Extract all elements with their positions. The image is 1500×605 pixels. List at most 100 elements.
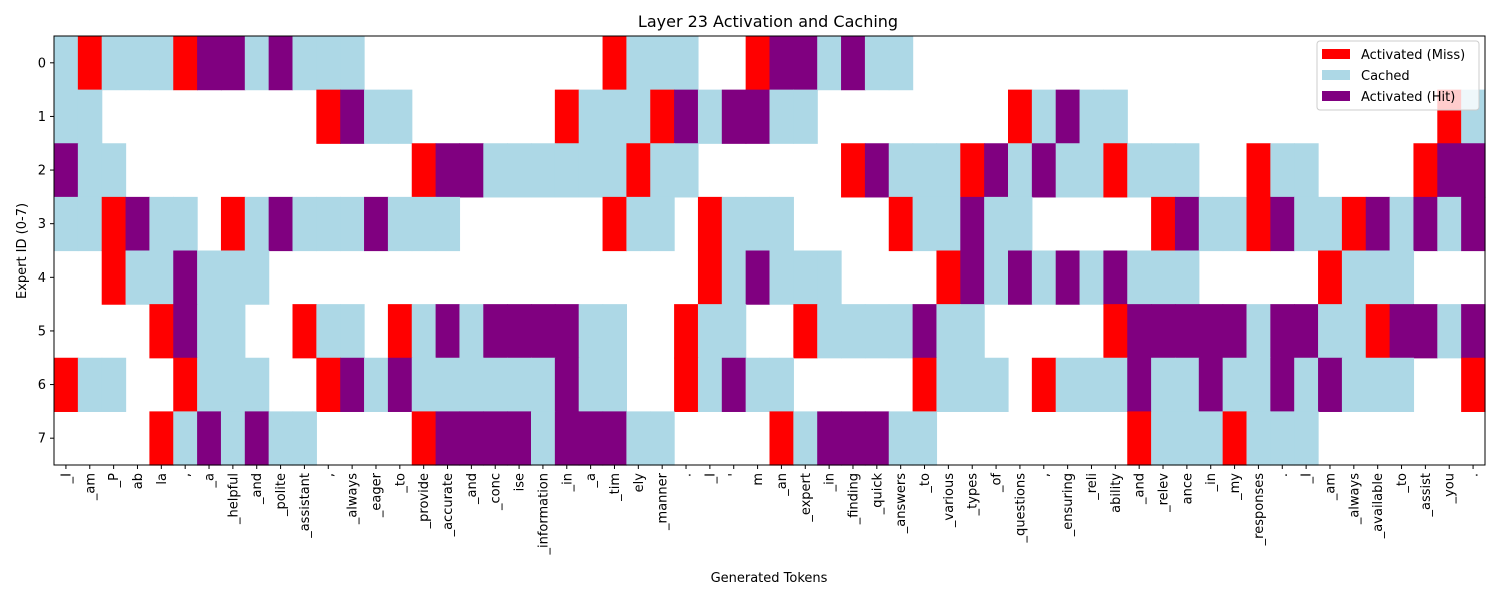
x-tick-label: _questions xyxy=(1013,473,1028,544)
heatmap-cell-e6-t47 xyxy=(1174,357,1200,412)
heatmap-cell-e7-t9 xyxy=(268,411,294,466)
heatmap-cell-e3-t10 xyxy=(292,196,317,252)
legend-label-miss: Activated (Miss) xyxy=(1361,48,1465,63)
heatmap-cell-e5-t23 xyxy=(602,304,627,359)
y-tick-label: 5 xyxy=(38,324,46,339)
heatmap-cell-e6-t50 xyxy=(1246,357,1271,412)
heatmap-cell-e6-t20 xyxy=(531,357,556,412)
x-tick-label: _to xyxy=(918,473,933,494)
heatmap-cell-e2-t43 xyxy=(1079,143,1104,198)
heatmap-cell-e3-t54 xyxy=(1341,196,1367,252)
heatmap-cell-e4-t37 xyxy=(936,250,961,305)
heatmap-cell-e6-t37 xyxy=(936,357,961,412)
heatmap-cell-e3-t53 xyxy=(1318,196,1343,252)
heatmap-cell-e5-t19 xyxy=(507,304,532,359)
heatmap-cell-e4-t56 xyxy=(1389,250,1415,305)
heatmap-cell-e7-t35 xyxy=(888,411,914,466)
heatmap-cell-e5-t38 xyxy=(960,304,985,359)
x-axis: _I _am _P ab la, _a _helpful _and _polite _assist… xyxy=(59,465,1482,556)
heatmap-cell-e6-t23 xyxy=(602,357,627,412)
heatmap-cell-e0-t10 xyxy=(292,36,317,91)
heatmap-cell-e6-t56 xyxy=(1389,357,1415,412)
heatmap-cell-e2-t2 xyxy=(101,143,127,198)
heatmap-cell-e7-t36 xyxy=(912,411,938,466)
heatmap-cell-e4-t40 xyxy=(1008,250,1033,305)
heatmap-cell-e2-t42 xyxy=(1055,143,1081,198)
heatmap-cell-e4-t45 xyxy=(1127,250,1152,305)
heatmap-cell-e3-t37 xyxy=(936,196,961,252)
heatmap-cell-e4-t6 xyxy=(197,250,222,305)
heatmap-cell-e2-t22 xyxy=(578,143,604,198)
heatmap-cell-e0-t24 xyxy=(626,36,651,91)
heatmap-cell-e1-t13 xyxy=(364,89,389,144)
heatmap-cell-e4-t47 xyxy=(1174,250,1200,305)
heatmap-cell-e6-t7 xyxy=(220,357,246,412)
heatmap-cell-e4-t43 xyxy=(1079,250,1104,305)
legend-label-hit: Activated (Hit) xyxy=(1361,90,1455,105)
heatmap-cell-e1-t40 xyxy=(1008,89,1033,144)
heatmap-cell-e2-t0 xyxy=(54,143,79,198)
heatmap-cell-e7-t10 xyxy=(292,411,317,466)
heatmap-cell-e2-t37 xyxy=(936,143,961,198)
heatmap-cell-e5-t26 xyxy=(674,304,699,359)
x-tick-label: , xyxy=(322,473,337,477)
heatmap-cell-e5-t55 xyxy=(1365,304,1391,359)
heatmap-cell-e3-t4 xyxy=(149,196,174,252)
heatmap-cell-e3-t50 xyxy=(1246,196,1271,252)
x-tick-label: _provide xyxy=(417,473,432,529)
heatmap-cell-e6-t53 xyxy=(1318,357,1343,412)
heatmap-cell-e6-t30 xyxy=(769,357,794,412)
heatmap-cell-e2-t1 xyxy=(77,143,103,198)
heatmap-cell-e4-t54 xyxy=(1341,250,1367,305)
x-tick-label: _of xyxy=(990,473,1005,493)
heatmap-cell-e5-t16 xyxy=(435,304,461,359)
y-axis: 0 1 2 3 4 5 6 7 xyxy=(38,56,54,447)
x-tick-label: _responses xyxy=(1252,473,1267,547)
heatmap-cell-e6-t12 xyxy=(340,357,365,412)
heatmap-cell-e6-t29 xyxy=(745,357,771,412)
y-tick-label: 3 xyxy=(38,217,46,232)
heatmap-cell-e1-t27 xyxy=(697,89,723,144)
heatmap-cell-e5-t12 xyxy=(340,304,365,359)
x-tick-label: ance xyxy=(1180,473,1195,504)
heatmap-cell-e3-t24 xyxy=(626,196,651,252)
heatmap-cell-e2-t47 xyxy=(1174,143,1200,198)
heatmap-cell-e5-t53 xyxy=(1318,304,1343,359)
heatmap-cell-e6-t26 xyxy=(674,357,699,412)
heatmap-cell-e5-t45 xyxy=(1127,304,1152,359)
heatmap-cell-e0-t6 xyxy=(197,36,222,91)
legend-entry-hit: Activated (Hit) xyxy=(1322,90,1455,105)
heatmap-cell-e7-t45 xyxy=(1127,411,1152,466)
heatmap-cell-e7-t49 xyxy=(1222,411,1248,466)
x-tick-label: _a xyxy=(203,473,218,488)
x-tick-label: _to xyxy=(1395,473,1410,494)
heatmap-cell-e2-t46 xyxy=(1151,143,1176,198)
heatmap-cell-e2-t59 xyxy=(1461,143,1486,198)
heatmap-cell-e5-t14 xyxy=(387,304,413,359)
heatmap-cell-e6-t51 xyxy=(1270,357,1295,412)
legend-swatch-hit xyxy=(1322,91,1350,101)
x-tick-label: _information xyxy=(536,473,551,556)
heatmap-cell-e4-t44 xyxy=(1103,250,1128,305)
heatmap-cell-e6-t16 xyxy=(435,357,461,412)
heatmap-cell-e4-t27 xyxy=(697,250,723,305)
heatmap-cell-e5-t49 xyxy=(1222,304,1248,359)
heatmap-cell-e5-t37 xyxy=(936,304,961,359)
heatmap-cell-e5-t17 xyxy=(459,304,484,359)
heatmap-cell-e7-t17 xyxy=(459,411,484,466)
x-tick-label: _assistant xyxy=(298,473,313,539)
y-tick-label: 1 xyxy=(38,110,46,125)
heatmap-cell-e7-t33 xyxy=(841,411,866,466)
x-tick-label: . xyxy=(1276,473,1291,477)
heatmap-cell-e6-t22 xyxy=(578,357,604,412)
heatmap-cell-e1-t21 xyxy=(554,89,580,144)
heatmap-cell-e6-t27 xyxy=(697,357,723,412)
heatmap-cell-e7-t16 xyxy=(435,411,461,466)
heatmap-cell-e1-t1 xyxy=(77,89,103,144)
heatmap-cell-e5-t50 xyxy=(1246,304,1271,359)
heatmap-cell-e2-t45 xyxy=(1127,143,1152,198)
heatmap-cell-e3-t57 xyxy=(1413,196,1438,252)
x-tick-label: , xyxy=(179,473,194,477)
heatmap-cell-e3-t3 xyxy=(125,196,150,252)
heatmap-cell-e6-t42 xyxy=(1055,357,1081,412)
